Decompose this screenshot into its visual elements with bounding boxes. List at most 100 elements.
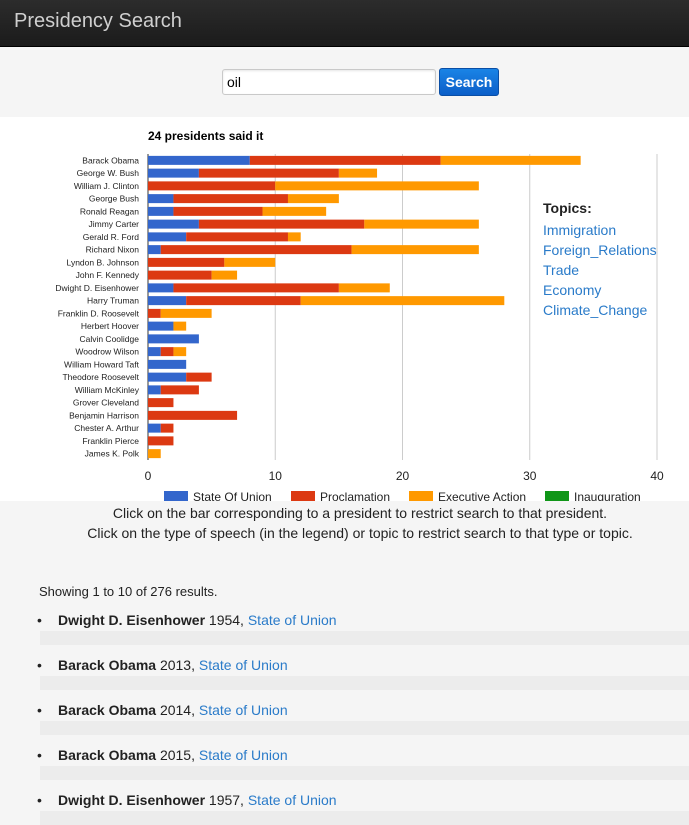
bar-segment[interactable] bbox=[287, 232, 301, 242]
instruction-line-1: Click on the bar corresponding to a pres… bbox=[112, 505, 608, 521]
bar-segment[interactable] bbox=[173, 194, 288, 204]
bar-segment[interactable] bbox=[148, 206, 174, 216]
category-label[interactable]: John F. Kennedy bbox=[76, 270, 140, 280]
topic-link-climate-change[interactable]: Climate_Change bbox=[543, 302, 648, 318]
bar-segment[interactable] bbox=[351, 245, 479, 255]
bar-segment[interactable] bbox=[186, 296, 301, 306]
category-label[interactable]: George Bush bbox=[89, 194, 139, 204]
bar-segment[interactable] bbox=[249, 155, 441, 165]
topic-link-immigration[interactable]: Immigration bbox=[543, 222, 617, 238]
bar-segment[interactable] bbox=[148, 296, 187, 306]
bar-segment[interactable] bbox=[338, 168, 378, 178]
topic-link-foreign-relations[interactable]: Foreign_Relations bbox=[543, 242, 657, 258]
bar-segment[interactable] bbox=[148, 219, 199, 229]
category-label[interactable]: Grover Cleveland bbox=[73, 398, 139, 408]
bar-segment[interactable] bbox=[148, 372, 187, 382]
bar-segment[interactable] bbox=[148, 321, 174, 331]
bar-segment[interactable] bbox=[160, 308, 212, 318]
bar-segment[interactable] bbox=[148, 283, 174, 293]
chart-title: 24 presidents said it bbox=[148, 129, 264, 143]
bar-segment[interactable] bbox=[148, 308, 161, 318]
result-speech-link[interactable]: State of Union bbox=[247, 612, 337, 628]
category-label[interactable]: Jimmy Carter bbox=[88, 219, 139, 229]
bar-segment[interactable] bbox=[148, 359, 187, 369]
result-speech-link[interactable]: State of Union bbox=[247, 792, 337, 808]
bar-segment[interactable] bbox=[275, 181, 479, 191]
bar-segment[interactable] bbox=[173, 283, 339, 293]
bar-segment[interactable] bbox=[173, 347, 187, 357]
result-speech-link[interactable]: State of Union bbox=[198, 747, 288, 763]
search-input[interactable] bbox=[222, 69, 436, 95]
bar-segment[interactable] bbox=[148, 245, 161, 255]
bar-segment[interactable] bbox=[186, 232, 288, 242]
category-label[interactable]: Lyndon B. Johnson bbox=[67, 257, 140, 267]
legend-swatch[interactable] bbox=[545, 491, 569, 501]
bar-segment[interactable] bbox=[148, 232, 187, 242]
bar-segment[interactable] bbox=[440, 155, 581, 165]
topic-link-economy[interactable]: Economy bbox=[543, 282, 602, 298]
category-label[interactable]: William Howard Taft bbox=[64, 359, 140, 369]
bar-segment[interactable] bbox=[148, 398, 174, 408]
bar-segment[interactable] bbox=[186, 372, 212, 382]
bar-segment[interactable] bbox=[148, 168, 199, 178]
bar-segment[interactable] bbox=[148, 410, 238, 420]
bar-segment[interactable] bbox=[198, 219, 365, 229]
category-label[interactable]: Gerald R. Ford bbox=[83, 232, 139, 242]
bar-segment[interactable] bbox=[148, 385, 161, 395]
bar-segment[interactable] bbox=[148, 449, 161, 459]
bar-segment[interactable] bbox=[148, 423, 161, 433]
category-label[interactable]: William J. Clinton bbox=[74, 181, 139, 191]
bar-segment[interactable] bbox=[148, 194, 174, 204]
topic-link-trade[interactable]: Trade bbox=[543, 262, 580, 278]
result-speech-link[interactable]: State of Union bbox=[198, 702, 288, 718]
bar-segment[interactable] bbox=[160, 245, 352, 255]
bar-segment[interactable] bbox=[160, 423, 174, 433]
bar-segment[interactable] bbox=[224, 257, 276, 267]
legend-label[interactable]: Inauguration bbox=[574, 490, 641, 501]
result-item: • Dwight D. Eisenhower 1957, State of Un… bbox=[0, 780, 689, 825]
category-label[interactable]: Franklin D. Roosevelt bbox=[58, 308, 140, 318]
category-label[interactable]: Woodrow Wilson bbox=[75, 347, 139, 357]
bar-segment[interactable] bbox=[160, 347, 174, 357]
bar-segment[interactable] bbox=[173, 206, 263, 216]
result-speech-link[interactable]: State of Union bbox=[198, 657, 288, 673]
category-label[interactable]: Dwight D. Eisenhower bbox=[55, 283, 139, 293]
category-label[interactable]: Herbert Hoover bbox=[81, 321, 139, 331]
bar-segment[interactable] bbox=[364, 219, 479, 229]
bar-segment[interactable] bbox=[211, 270, 238, 280]
legend-swatch[interactable] bbox=[409, 491, 433, 501]
bar-segment[interactable] bbox=[198, 168, 339, 178]
bar-segment[interactable] bbox=[148, 181, 276, 191]
bar-segment[interactable] bbox=[287, 194, 339, 204]
category-label[interactable]: Ronald Reagan bbox=[80, 206, 139, 216]
search-button[interactable]: Search bbox=[439, 68, 499, 96]
category-label[interactable]: Franklin Pierce bbox=[82, 436, 139, 446]
app-title[interactable]: Presidency Search bbox=[14, 10, 182, 32]
legend-label[interactable]: Proclamation bbox=[320, 490, 390, 501]
category-label[interactable]: James K. Polk bbox=[85, 449, 140, 459]
bar-segment[interactable] bbox=[148, 436, 174, 446]
category-label[interactable]: Benjamin Harrison bbox=[69, 410, 139, 420]
bar-segment[interactable] bbox=[148, 270, 212, 280]
legend-label[interactable]: State Of Union bbox=[193, 490, 272, 501]
bar-segment[interactable] bbox=[148, 155, 250, 165]
bar-segment[interactable] bbox=[173, 321, 187, 331]
legend-label[interactable]: Executive Action bbox=[438, 490, 526, 501]
category-label[interactable]: Calvin Coolidge bbox=[79, 334, 139, 344]
bar-segment[interactable] bbox=[148, 347, 161, 357]
category-label[interactable]: Chester A. Arthur bbox=[74, 423, 139, 433]
bar-segment[interactable] bbox=[300, 296, 505, 306]
category-label[interactable]: Richard Nixon bbox=[86, 245, 140, 255]
bar-segment[interactable] bbox=[148, 257, 225, 267]
category-label[interactable]: George W. Bush bbox=[77, 168, 140, 178]
category-label[interactable]: William McKinley bbox=[75, 385, 140, 395]
bar-segment[interactable] bbox=[338, 283, 390, 293]
category-label[interactable]: Theodore Roosevelt bbox=[62, 372, 139, 382]
category-label[interactable]: Barack Obama bbox=[82, 155, 139, 165]
legend-swatch[interactable] bbox=[164, 491, 188, 501]
bar-segment[interactable] bbox=[160, 385, 199, 395]
bar-segment[interactable] bbox=[262, 206, 327, 216]
legend-swatch[interactable] bbox=[291, 491, 315, 501]
category-label[interactable]: Harry Truman bbox=[87, 296, 139, 306]
bar-segment[interactable] bbox=[148, 334, 199, 344]
